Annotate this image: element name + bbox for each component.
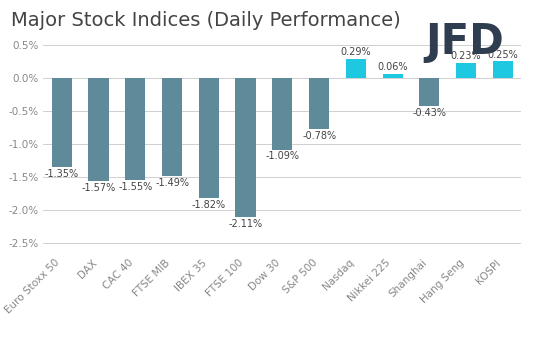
Text: 0.06%: 0.06% <box>377 62 408 72</box>
Bar <box>272 78 293 150</box>
Text: -1.57%: -1.57% <box>81 183 116 193</box>
Text: -1.09%: -1.09% <box>266 152 299 161</box>
Text: -1.49%: -1.49% <box>155 178 189 188</box>
Bar <box>52 78 72 167</box>
Text: JFD: JFD <box>425 21 504 63</box>
Bar <box>493 61 513 78</box>
Bar <box>125 78 146 180</box>
Text: -0.78%: -0.78% <box>302 131 336 141</box>
Bar <box>199 78 219 198</box>
Bar <box>382 74 403 78</box>
Text: -1.35%: -1.35% <box>45 168 79 179</box>
Text: -2.11%: -2.11% <box>229 219 263 229</box>
Text: -0.43%: -0.43% <box>412 108 446 118</box>
Text: Major Stock Indices (Daily Performance): Major Stock Indices (Daily Performance) <box>11 11 401 29</box>
Bar <box>456 63 476 78</box>
Bar <box>89 78 109 181</box>
Bar <box>309 78 329 130</box>
Text: -1.82%: -1.82% <box>192 200 226 210</box>
Text: -1.55%: -1.55% <box>118 182 153 192</box>
Text: 0.25%: 0.25% <box>488 50 518 60</box>
Bar <box>236 78 256 217</box>
Text: 0.29%: 0.29% <box>340 47 371 57</box>
Text: 0.23%: 0.23% <box>451 51 482 61</box>
Bar <box>346 59 366 78</box>
Bar <box>419 78 439 106</box>
Bar <box>162 78 182 176</box>
